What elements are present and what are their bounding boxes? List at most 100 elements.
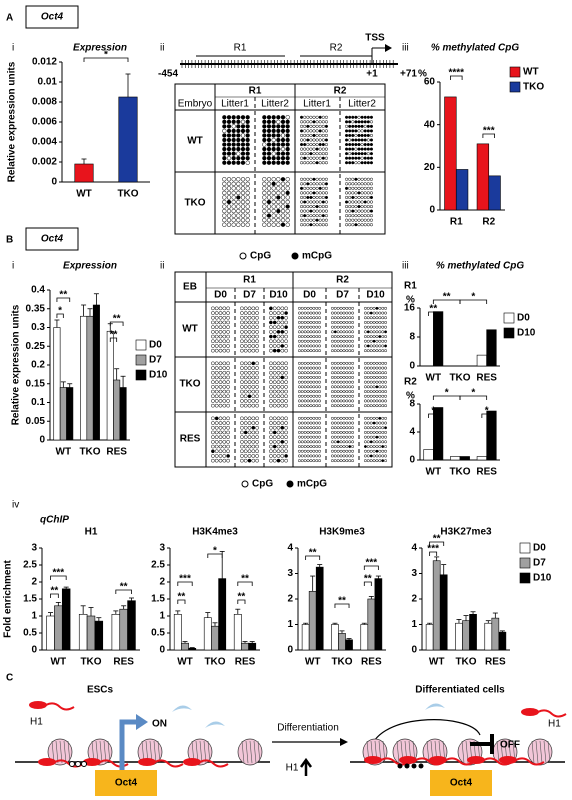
cpg-dot bbox=[378, 390, 382, 394]
cpg-dot bbox=[345, 385, 349, 389]
cpg-dot bbox=[381, 404, 385, 408]
cpg-dot bbox=[303, 435, 307, 439]
cpg-dot bbox=[245, 124, 250, 129]
cpg-dot bbox=[318, 152, 322, 156]
bar bbox=[80, 315, 88, 441]
cpg-dot bbox=[262, 156, 267, 161]
cpg-dot bbox=[280, 208, 286, 214]
cpg-dot bbox=[375, 426, 379, 430]
cpg-dot bbox=[280, 458, 285, 463]
cpg-dot bbox=[351, 445, 355, 449]
cpg-dot bbox=[363, 147, 367, 151]
cpg-dot bbox=[245, 142, 250, 147]
cpg-dot bbox=[348, 186, 352, 190]
cpg-dot bbox=[372, 435, 376, 439]
cpg-dot bbox=[306, 182, 310, 186]
significance-label: ** bbox=[309, 548, 317, 559]
cpg-dot bbox=[324, 156, 329, 160]
nucleosome-stripe bbox=[426, 740, 430, 764]
cpg-dot bbox=[269, 320, 273, 325]
cpg-dot bbox=[309, 344, 313, 348]
error-bar bbox=[120, 375, 126, 388]
cpg-dot bbox=[276, 208, 281, 214]
y-tick-label: 0 bbox=[287, 645, 293, 656]
bar bbox=[127, 600, 136, 651]
cpg-dot bbox=[375, 449, 379, 453]
cpg-dot bbox=[330, 459, 334, 463]
cpg-dot bbox=[381, 339, 385, 343]
cpg-dot bbox=[375, 344, 379, 348]
error-bar bbox=[67, 383, 73, 388]
cpg-dot bbox=[357, 138, 361, 142]
cpg-dot bbox=[226, 361, 230, 366]
cpg-dot bbox=[262, 146, 267, 152]
cpg-dot bbox=[269, 366, 273, 370]
cpg-dot bbox=[345, 330, 349, 334]
cpg-dot bbox=[300, 459, 304, 463]
table-subheader: D10 bbox=[366, 290, 385, 301]
bar bbox=[106, 330, 114, 441]
cpg-dot bbox=[218, 320, 223, 325]
cpg-dot bbox=[321, 223, 325, 227]
cpg-dot bbox=[231, 151, 236, 156]
x-tick-label: R1 bbox=[450, 217, 463, 228]
cpg-dot bbox=[369, 161, 374, 165]
cpg-dot bbox=[344, 161, 349, 165]
cpg-dot bbox=[348, 366, 352, 370]
cpg-dot bbox=[269, 375, 273, 380]
cpg-dot bbox=[303, 366, 307, 370]
cpg-dot bbox=[211, 339, 215, 344]
cpg-dot bbox=[218, 435, 223, 439]
significance-bracket bbox=[237, 599, 246, 604]
cpg-dot bbox=[372, 440, 376, 444]
cpg-dot bbox=[240, 375, 244, 380]
cpg-dot bbox=[240, 186, 246, 191]
error-bar bbox=[93, 293, 99, 305]
cpg-dot bbox=[243, 444, 248, 449]
cpg-dot bbox=[363, 133, 367, 138]
cpg-dot bbox=[280, 330, 285, 334]
cpg-dot bbox=[354, 204, 358, 209]
cpg-dot bbox=[312, 182, 316, 186]
cpg-dot bbox=[303, 200, 307, 204]
table-header: R1 bbox=[249, 86, 262, 97]
y-tick-label: 8 bbox=[409, 399, 415, 410]
cpg-dot bbox=[315, 306, 319, 310]
x-tick-label: TKO bbox=[449, 373, 470, 384]
bar bbox=[66, 387, 74, 441]
cpg-dot bbox=[251, 380, 256, 384]
nucleosome-stripe bbox=[543, 740, 547, 764]
cpg-dot bbox=[271, 124, 276, 129]
error-bar bbox=[81, 304, 87, 317]
cpg-dot bbox=[266, 199, 272, 205]
bar bbox=[113, 379, 121, 441]
cpg-dot bbox=[375, 325, 379, 329]
cpg-dot bbox=[321, 152, 325, 156]
bar bbox=[111, 613, 121, 651]
transcription-arrow-head bbox=[136, 714, 148, 730]
cpg-dot bbox=[255, 458, 259, 463]
cpg-dot bbox=[315, 385, 319, 389]
cpg-dot bbox=[222, 339, 227, 344]
cpg-dot bbox=[318, 182, 322, 186]
cpg-dot bbox=[369, 339, 373, 343]
cpg-dot bbox=[378, 311, 382, 315]
cpg-dot bbox=[226, 380, 230, 384]
cpg-dot bbox=[330, 435, 334, 439]
chart-title: % methylated CpG bbox=[431, 43, 520, 54]
cpg-dot bbox=[375, 440, 379, 444]
y-tick-label: 2.5 bbox=[151, 560, 165, 571]
cpg-dot bbox=[222, 334, 227, 339]
cpg-dot bbox=[357, 195, 361, 200]
cpg-dot bbox=[272, 366, 277, 370]
cpg-dot bbox=[280, 325, 285, 329]
cpg-dot bbox=[300, 440, 304, 444]
cpg-dot bbox=[375, 311, 379, 315]
cpg-dot bbox=[357, 124, 361, 128]
cpg-dot bbox=[222, 146, 227, 152]
cpg-dot bbox=[269, 399, 273, 403]
cpg-dot bbox=[369, 459, 373, 463]
cpg-dot bbox=[236, 115, 241, 120]
cpg-dot bbox=[384, 385, 388, 389]
x-tick-label: RES bbox=[235, 657, 256, 668]
